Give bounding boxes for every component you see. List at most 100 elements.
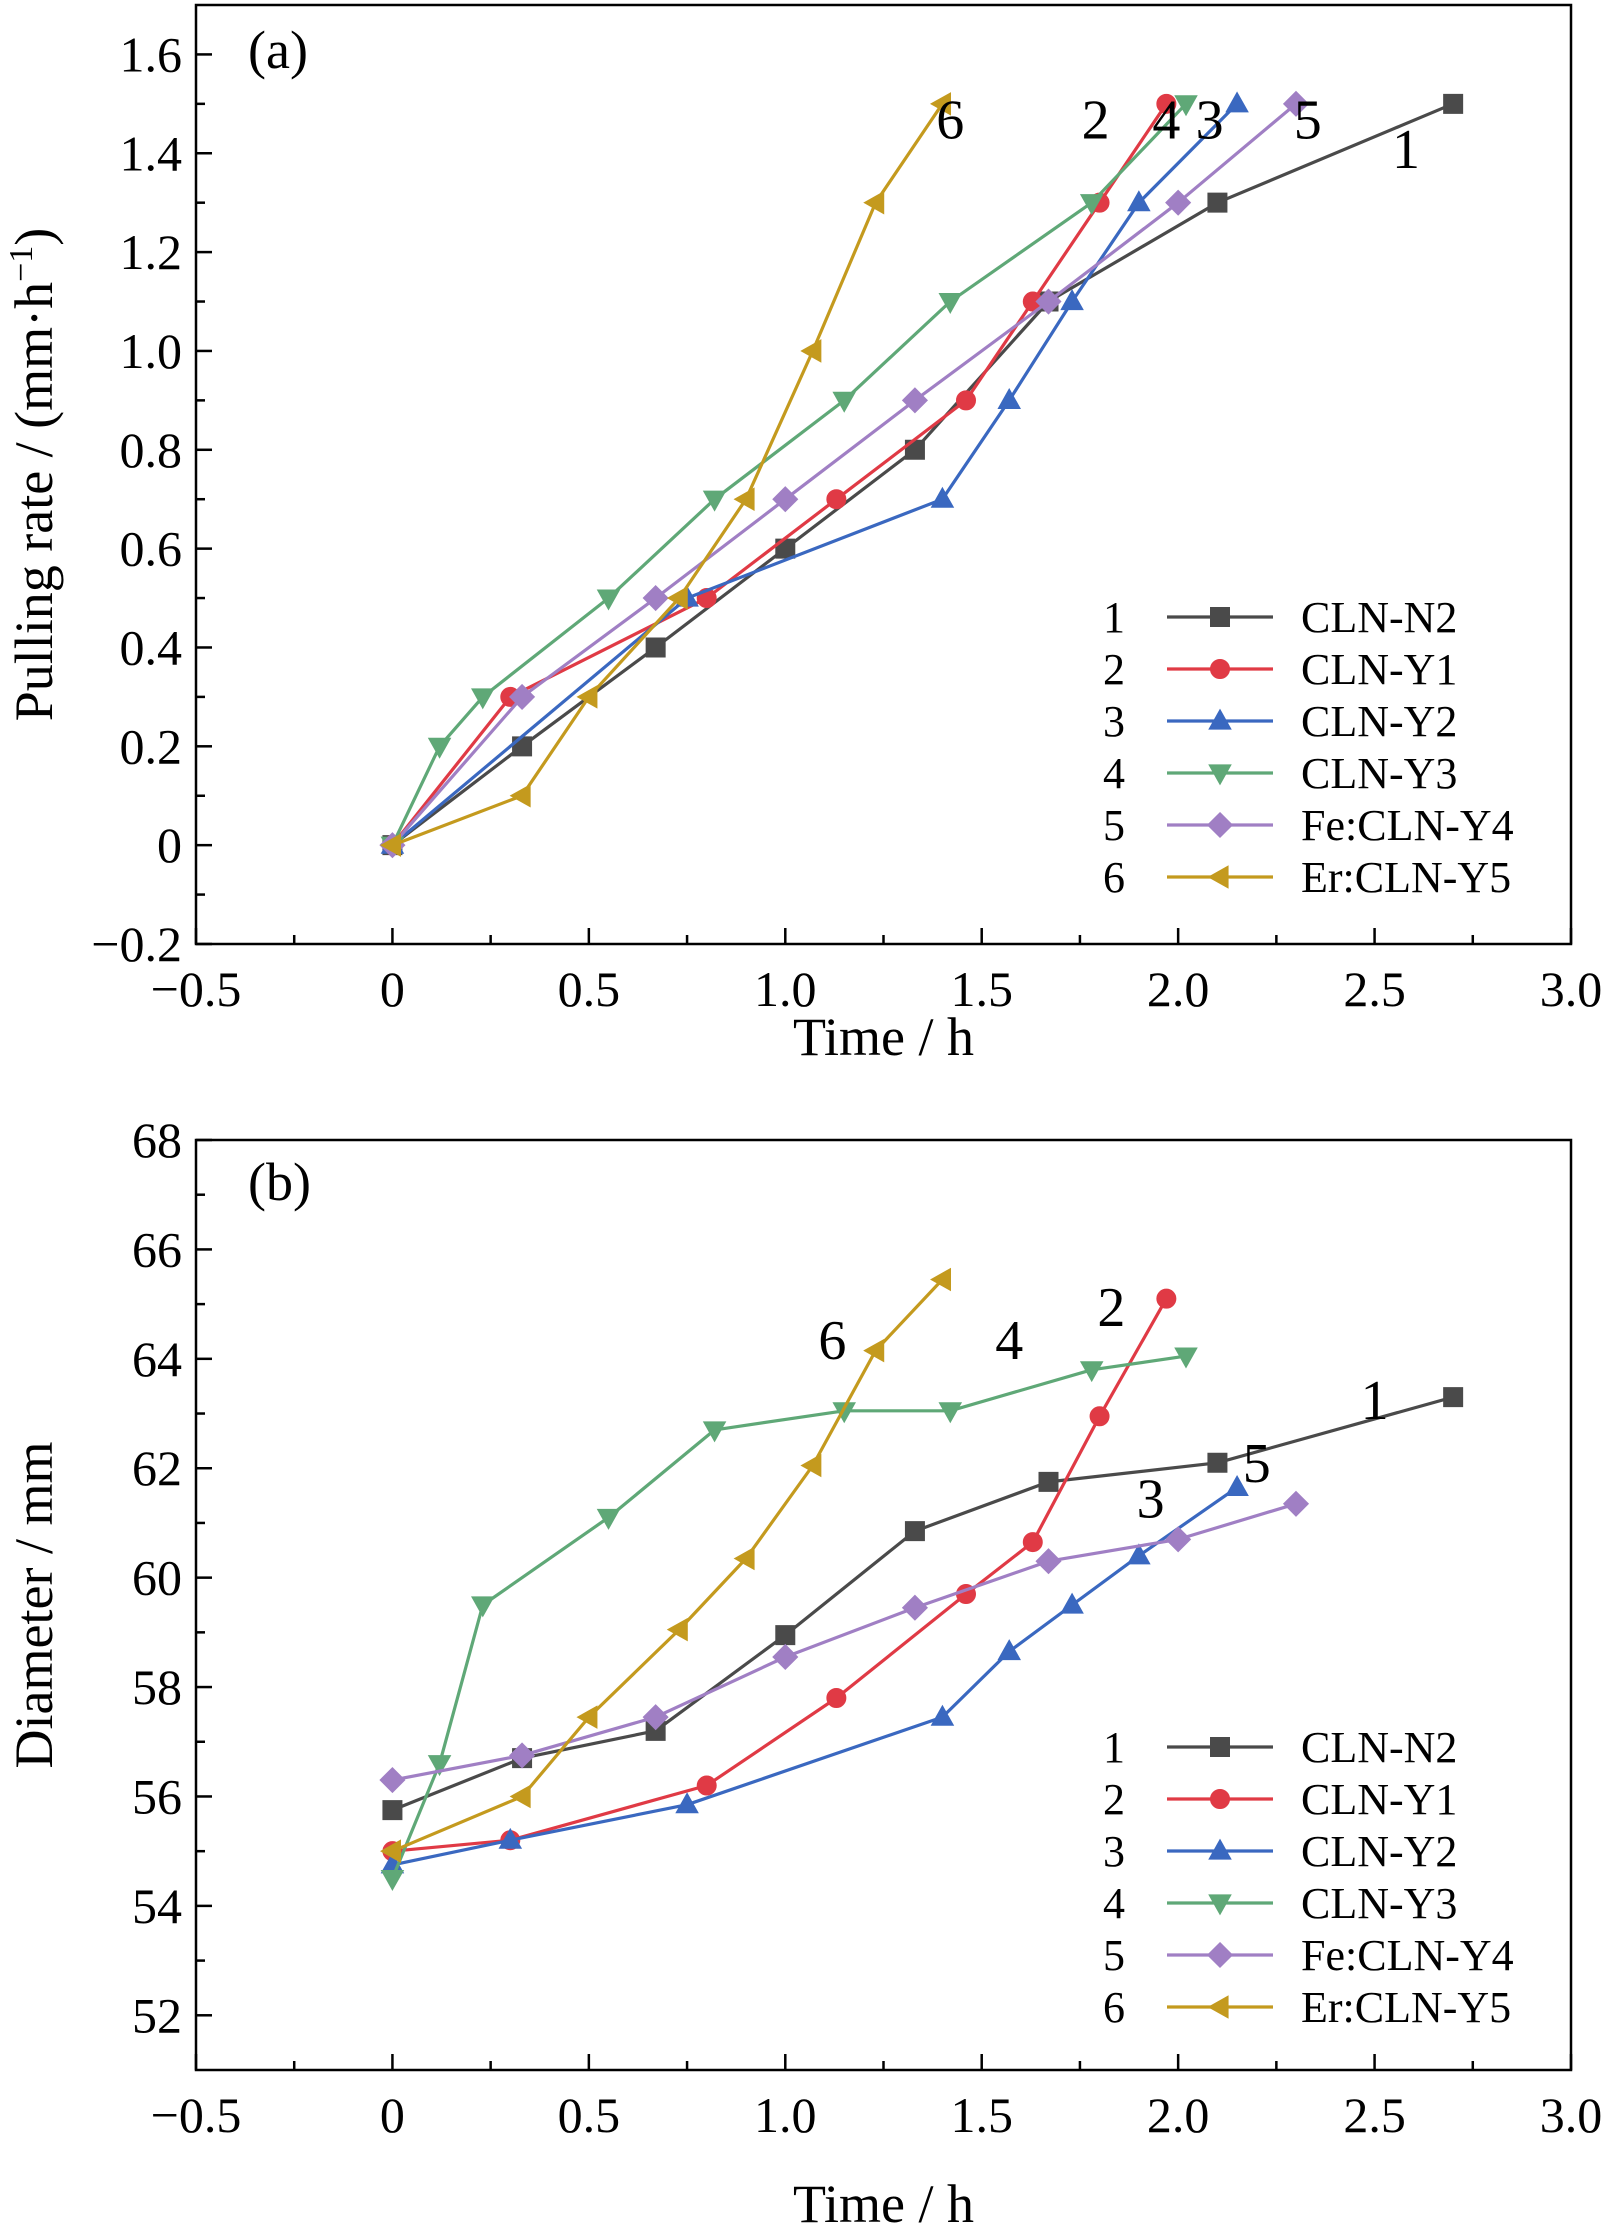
curve-number-label: 4 [1152, 89, 1180, 151]
data-point [1038, 1471, 1059, 1492]
data-point [997, 1639, 1021, 1661]
data-point [1035, 288, 1062, 315]
data-point [576, 1705, 598, 1729]
data-point [596, 1508, 621, 1530]
x-tick-label: 0.5 [558, 961, 621, 1017]
x-tick-label: 2.5 [1343, 961, 1406, 1017]
series-er-cln-y5 [380, 1267, 952, 1863]
data-point [509, 783, 531, 808]
curve-number-label: 2 [1097, 1277, 1125, 1339]
curve-number-label: 6 [818, 1310, 846, 1372]
data-point [775, 1625, 796, 1646]
x-tick-label: 1.0 [754, 961, 817, 1017]
legend-number: 6 [1103, 853, 1125, 902]
x-tick-label: 0.5 [558, 2087, 621, 2143]
data-point [800, 1453, 822, 1478]
data-point [826, 1688, 847, 1708]
y-tick-label: 62 [132, 1440, 182, 1496]
legend-number: 4 [1103, 1879, 1125, 1928]
x-tick-label: −0.5 [151, 961, 242, 1017]
legend-label: CLN-Y1 [1301, 1775, 1457, 1824]
data-point [938, 292, 963, 314]
x-tick-label: 2.0 [1147, 961, 1210, 1017]
y-tick-label: 0 [157, 817, 182, 873]
series-line [391, 102, 1298, 847]
data-point [1174, 95, 1198, 117]
series-cln-y1 [382, 93, 1177, 856]
y-tick-label: 0.4 [120, 619, 183, 675]
data-point [666, 586, 688, 610]
data-point [800, 339, 822, 363]
curve-number-label: 1 [1361, 1370, 1389, 1432]
y-tick-label: 0.8 [120, 422, 183, 478]
legend-marker [1207, 1995, 1229, 2019]
legend-marker [1208, 764, 1232, 786]
data-point [509, 1742, 536, 1769]
data-point [576, 685, 598, 709]
data-point [930, 1267, 952, 1292]
legend-marker [1210, 1737, 1230, 1757]
x-tick-label: 0 [380, 2087, 405, 2143]
series-fe-cln-y4 [379, 1490, 1310, 1794]
legend-number: 5 [1103, 1931, 1125, 1980]
y-tick-label: 52 [132, 1987, 182, 2043]
y-tick-label: 0.2 [120, 718, 183, 774]
data-point [498, 1827, 523, 1849]
legend-label: Fe:CLN-Y4 [1301, 1931, 1514, 1980]
curve-number-label: 2 [1082, 89, 1110, 151]
y-tick-label: 66 [132, 1221, 182, 1277]
data-point [382, 1800, 403, 1821]
data-point [930, 92, 952, 116]
panel-b: −0.5 0 0.5 1.0 1.5 2.0 2.5 3.052545658606264666… [4, 1112, 1602, 2233]
data-point [427, 1755, 452, 1777]
series-cln-y2 [380, 1474, 1249, 1874]
panel-a: −0.5 0 0.5 1.0 1.5 2.0 2.5 3.0 −0.2 0 0.2 0.4 0.6 0.8… [3, 3, 1603, 1067]
panel-label: (a) [248, 20, 308, 80]
data-point [596, 589, 621, 611]
legend-number: 3 [1103, 1827, 1125, 1876]
data-point [901, 387, 928, 414]
data-point [733, 1546, 755, 1571]
data-point [1079, 1361, 1104, 1383]
data-point [772, 1643, 799, 1671]
y-tick-label: 1.4 [120, 125, 183, 181]
legend-marker [1207, 865, 1229, 889]
data-point [863, 190, 885, 215]
data-point [863, 1338, 885, 1363]
curve-number-label: 5 [1243, 1433, 1271, 1495]
legend-number: 4 [1103, 749, 1125, 798]
legend-label: CLN-N2 [1301, 1723, 1457, 1772]
data-point [509, 1784, 531, 1809]
data-point [904, 1521, 925, 1542]
data-point [826, 489, 847, 510]
y-axis-title: Diameter / mm [4, 1442, 64, 1769]
data-point [1165, 1526, 1192, 1553]
y-tick-label: 56 [132, 1768, 182, 1824]
data-point [1127, 190, 1151, 212]
x-tick-label: 3.0 [1540, 961, 1603, 1017]
data-point [645, 637, 666, 658]
legend-label: CLN-Y3 [1301, 749, 1457, 798]
x-tick-label: 2.0 [1147, 2087, 1210, 2143]
curve-number-label: 5 [1294, 89, 1322, 151]
y-tick-label: 1.6 [120, 26, 183, 82]
data-point [1282, 1490, 1310, 1517]
data-point [1022, 1532, 1043, 1553]
data-point [1282, 90, 1310, 117]
data-point [675, 1792, 699, 1814]
panel-label: (b) [248, 1152, 311, 1212]
legend-marker [1209, 659, 1231, 679]
series-cln-y3 [380, 95, 1198, 858]
series-line [391, 102, 944, 847]
x-tick-label: 1.5 [950, 2087, 1013, 2143]
data-point [471, 688, 495, 710]
data-point [1127, 1543, 1151, 1565]
data-point [904, 439, 925, 460]
legend-number: 2 [1103, 645, 1125, 694]
data-point [379, 1767, 406, 1794]
y-axis-title: Pulling rate / (mm·h−1) [3, 228, 64, 722]
data-point [380, 1869, 405, 1891]
legend: 1 CLN-N2 2 CLN-Y1 3 CLN-Y2 4 CLN-Y3 5 Fe:CLN-Y4 6 E… [1103, 1723, 1514, 2032]
legend-marker [1206, 1941, 1234, 1969]
legend-label: CLN-N2 [1301, 593, 1457, 642]
